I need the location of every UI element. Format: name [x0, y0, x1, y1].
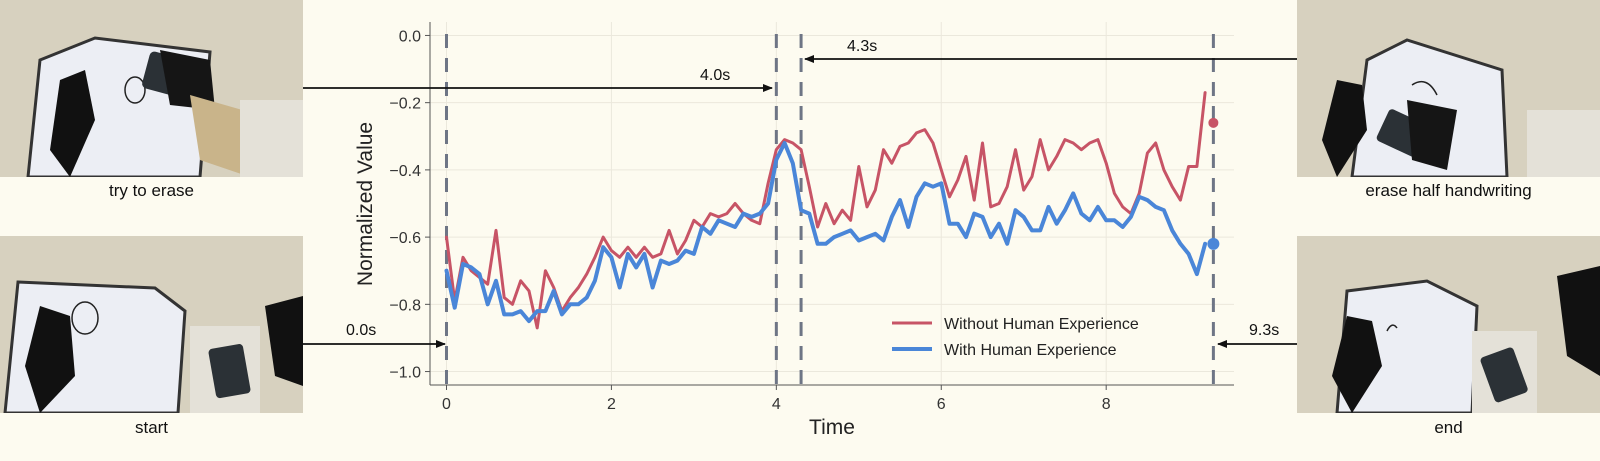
- legend-label-with: With Human Experience: [944, 342, 1117, 359]
- annotation-4-3s: 4.3s: [847, 38, 877, 55]
- caption-erase-half: erase half handwriting: [1365, 181, 1532, 200]
- y-tick-label: −0.6: [389, 230, 421, 247]
- annotation-4-0s: 4.0s: [700, 67, 730, 84]
- x-tick-label: 0: [442, 396, 451, 413]
- series: [444, 91, 1220, 330]
- photo-end: [1297, 236, 1600, 413]
- caption-end: end: [1434, 418, 1463, 437]
- annotations: 4.0s 4.3s 0.0s 9.3s: [303, 38, 1297, 348]
- end-point-with: [1207, 237, 1220, 250]
- y-tick-label: −0.2: [389, 96, 421, 113]
- x-axis-title: Time: [809, 416, 855, 439]
- y-tick-label: −0.8: [389, 297, 421, 314]
- axis-ticks: 0.0 −0.2 −0.4 −0.6 −0.8 −1.0 0 2 4 6 8: [389, 28, 1110, 413]
- x-tick-label: 6: [937, 396, 946, 413]
- x-tick-label: 2: [607, 396, 616, 413]
- legend: Without Human Experience With Human Expe…: [892, 316, 1139, 359]
- photo-start: [0, 236, 303, 413]
- legend-label-without: Without Human Experience: [944, 316, 1139, 333]
- series-line-without: [445, 91, 1207, 330]
- y-tick-label: −1.0: [389, 365, 421, 382]
- caption-start: start: [134, 418, 169, 437]
- photo-try-to-erase: [0, 0, 303, 177]
- annotation-0-0s: 0.0s: [346, 322, 376, 339]
- photo-erase-half: [1297, 0, 1600, 177]
- end-point-without: [1208, 117, 1219, 128]
- annotation-9-3s: 9.3s: [1249, 322, 1279, 339]
- caption-try-to-erase: try to erase: [108, 181, 195, 200]
- series-line-with: [444, 141, 1208, 324]
- y-tick-label: 0.0: [399, 28, 421, 45]
- x-tick-label: 4: [772, 396, 781, 413]
- y-tick-label: −0.4: [389, 163, 421, 180]
- y-axis-title: Normalized Value: [354, 122, 377, 286]
- x-tick-label: 8: [1102, 396, 1111, 413]
